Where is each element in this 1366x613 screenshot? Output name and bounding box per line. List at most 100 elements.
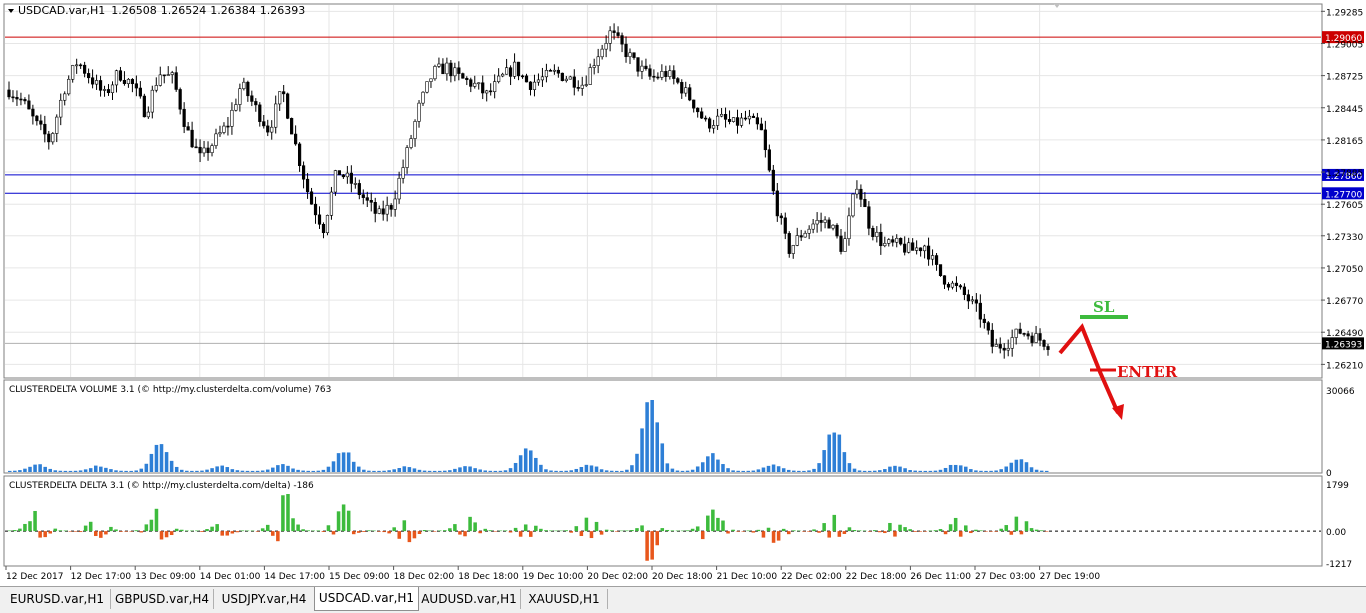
volume-bar: [792, 470, 796, 472]
delta-bar-positive: [680, 530, 685, 532]
candle-body: [87, 73, 91, 79]
delta-bar-positive: [620, 530, 624, 532]
delta-tick-label: 1799: [1326, 481, 1349, 491]
volume-bar: [417, 469, 422, 472]
candle-body: [385, 205, 389, 215]
delta-bar-positive: [174, 528, 179, 532]
candle-body: [1046, 346, 1050, 350]
shift-marker-icon[interactable]: [1054, 4, 1060, 8]
volume-bar: [498, 470, 503, 472]
delta-bar-positive: [13, 530, 17, 532]
volume-bar: [149, 453, 154, 472]
candle-body: [329, 191, 334, 216]
tab-xauusd[interactable]: XAUUSD,H1: [521, 589, 608, 609]
volume-bar: [781, 468, 786, 472]
delta-bar-positive: [852, 530, 857, 532]
price-tick-label: 1.27050: [1326, 265, 1363, 275]
volume-bar: [685, 470, 690, 472]
candle-body: [166, 74, 170, 76]
volume-bar: [508, 468, 513, 472]
delta-bar-negative: [1044, 531, 1049, 532]
price-tick-label: 1.27330: [1326, 233, 1363, 243]
time-tick-label: 14 Dec 17:00: [264, 572, 325, 582]
volume-bar: [943, 467, 948, 472]
delta-bar-negative: [1019, 531, 1024, 535]
tab-eurusd[interactable]: EURUSD.var,H1: [4, 589, 111, 609]
candle-body: [270, 126, 274, 133]
delta-bar-negative: [159, 531, 164, 540]
candle-body: [433, 66, 437, 80]
panel-menu-triangle-icon[interactable]: [8, 9, 14, 13]
delta-bar-negative: [225, 531, 230, 536]
candle-body: [676, 78, 680, 83]
level-badge-label: 1.27700: [1325, 190, 1362, 200]
volume-bar: [124, 470, 128, 472]
volume-bar: [549, 470, 553, 472]
tab-usdjpy[interactable]: USDJPY.var,H4: [214, 589, 315, 609]
volume-bar: [888, 466, 892, 472]
time-tick-label: 22 Dec 02:00: [781, 572, 842, 582]
volume-bar: [953, 464, 958, 472]
candle-body: [672, 70, 676, 79]
level-badge: [1322, 337, 1364, 350]
delta-bar-negative: [169, 531, 174, 536]
volume-bar: [832, 432, 837, 472]
volume-bar: [984, 470, 988, 472]
price-tick-label: 1.28725: [1326, 73, 1363, 83]
delta-bar-negative: [645, 531, 649, 561]
delta-bar-positive: [731, 529, 735, 532]
candle-body: [210, 145, 214, 153]
candle-body: [616, 32, 620, 36]
candle-body: [664, 71, 668, 77]
delta-bar-positive: [523, 524, 528, 532]
delta-bar-negative: [569, 531, 574, 533]
candle-body: [75, 64, 79, 67]
volume-bar: [255, 470, 260, 472]
delta-bar-positive: [609, 530, 614, 532]
candle-body: [644, 65, 648, 70]
candle-body: [942, 275, 947, 285]
candle-body: [1034, 333, 1038, 343]
candle-body: [47, 133, 51, 143]
candle-body: [142, 95, 146, 118]
volume-bar: [164, 452, 169, 472]
delta-bar-negative: [387, 531, 391, 534]
volume-bar: [503, 470, 508, 472]
volume-bar: [999, 469, 1003, 472]
grid-lines: [5, 5, 1321, 377]
tab-gbpusd[interactable]: GBPUSD.var,H4: [111, 589, 214, 609]
volume-bar: [640, 428, 644, 472]
volume-bar: [220, 465, 224, 472]
candle-body: [337, 170, 342, 176]
volume-bar: [1009, 462, 1014, 472]
level-badge-label: 1.29060: [1325, 34, 1362, 44]
candle-body: [696, 107, 700, 113]
candle-body: [421, 91, 425, 104]
delta-bar-negative: [164, 531, 169, 538]
price-tick-label: 1.29005: [1326, 40, 1363, 50]
time-tick-label: 20 Dec 18:00: [652, 572, 713, 582]
delta-bar-positive: [346, 510, 351, 532]
candle-body: [242, 81, 246, 90]
tab-usdcad[interactable]: USDCAD.var,H1: [314, 587, 419, 611]
candle-body: [1014, 328, 1018, 338]
volume-bar: [574, 468, 579, 472]
delta-bar-positive: [83, 525, 88, 532]
price-tick-label: 1.28445: [1326, 105, 1363, 115]
volume-bar: [215, 466, 219, 472]
delta-bar-negative: [883, 531, 887, 534]
delta-bar-positive: [185, 530, 189, 532]
volume-bar: [276, 465, 280, 472]
delta-bar-positive: [812, 529, 816, 532]
time-tick-label: 18 Dec 02:00: [394, 572, 455, 582]
candle-body: [588, 67, 592, 85]
tab-audusd[interactable]: AUDUSD.var,H1: [418, 589, 521, 609]
delta-bar-positive: [336, 511, 341, 532]
volume-bar: [1004, 466, 1009, 472]
delta-bar-positive: [1024, 521, 1029, 532]
delta-bar-positive: [281, 495, 285, 532]
delta-bar-negative: [842, 531, 847, 534]
candle-body: [791, 245, 795, 254]
candle-body: [262, 121, 266, 127]
